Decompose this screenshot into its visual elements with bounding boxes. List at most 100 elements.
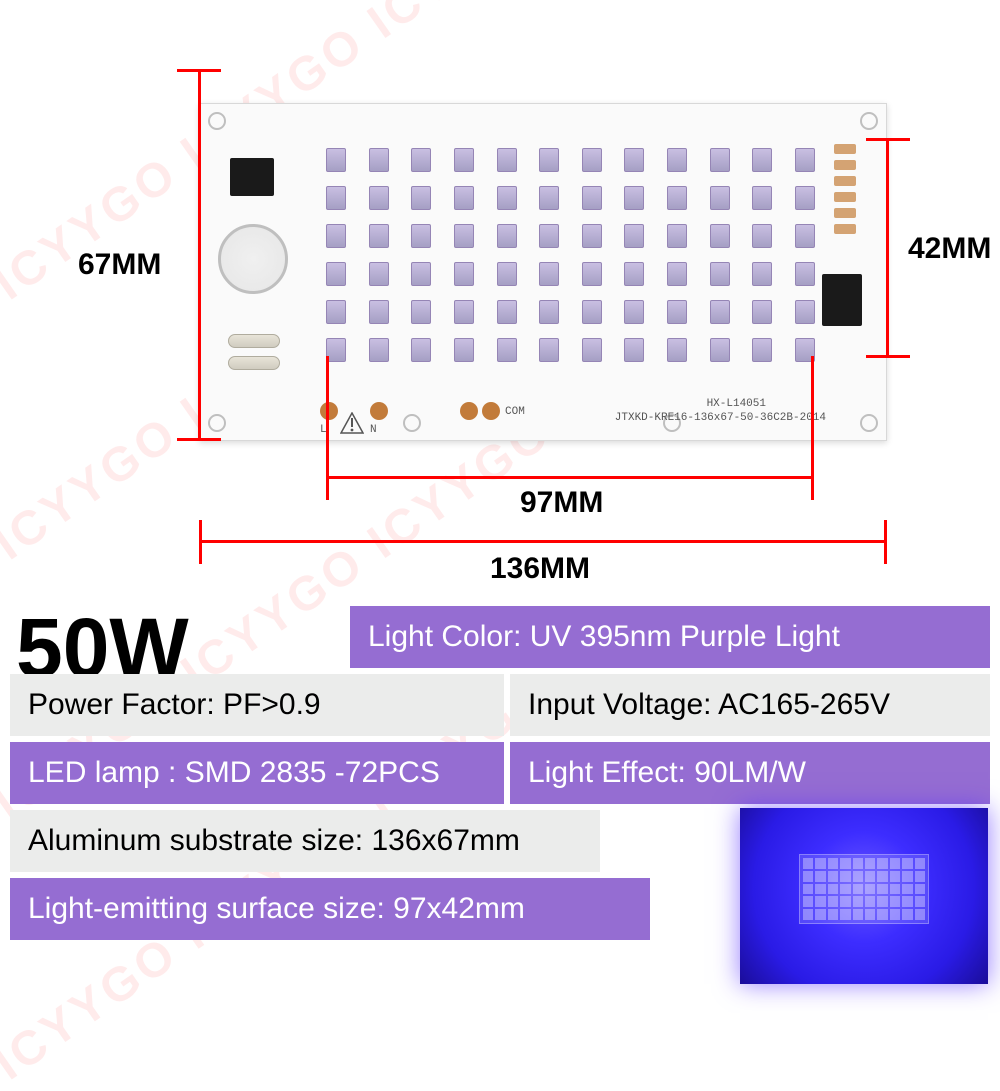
smd-led — [369, 148, 389, 172]
dim-cap — [884, 520, 887, 564]
smd-led — [411, 148, 431, 172]
smd-led — [795, 186, 815, 210]
silkscreen-1: HX-L14051 — [707, 398, 766, 410]
spec-emitting-size: Light-emitting surface size: 97x42mm — [10, 878, 650, 940]
smd-pad — [834, 192, 856, 202]
dim-label-136: 136MM — [490, 552, 590, 586]
smd-led — [369, 300, 389, 324]
smd-led — [795, 300, 815, 324]
smd-led — [326, 338, 346, 362]
dim-label-97: 97MM — [520, 486, 603, 520]
smd-led — [454, 300, 474, 324]
dim-line-97 — [326, 476, 814, 479]
smd-led — [497, 148, 517, 172]
smd-led — [411, 186, 431, 210]
dim-cap — [177, 438, 221, 441]
smd-led — [624, 186, 644, 210]
wattage: 50W — [10, 606, 350, 668]
resistor — [228, 334, 280, 348]
smd-pad — [834, 144, 856, 154]
diagram-area: L N COM HX-L14051 JTXKD-KRE16-136x67-50-… — [0, 0, 1000, 600]
dim-line-42 — [886, 138, 889, 358]
smd-led — [497, 186, 517, 210]
solder-pad — [370, 402, 388, 420]
uv-thumbnail — [740, 808, 988, 984]
spec-light-effect: Light Effect: 90LM/W — [510, 742, 990, 804]
smd-pad — [834, 208, 856, 218]
smd-led — [752, 186, 772, 210]
dim-label-67: 67MM — [78, 248, 161, 282]
smd-led — [710, 148, 730, 172]
smd-led — [539, 262, 559, 286]
uv-thumbnail-panel — [799, 854, 929, 924]
smd-led — [497, 300, 517, 324]
smd-led — [752, 300, 772, 324]
smd-led — [752, 148, 772, 172]
smd-led — [497, 338, 517, 362]
dim-line-67 — [198, 69, 201, 441]
smd-led — [454, 338, 474, 362]
pcb-board: L N COM HX-L14051 JTXKD-KRE16-136x67-50-… — [199, 103, 887, 441]
smd-led — [497, 224, 517, 248]
dim-cap — [199, 520, 202, 564]
com-label: COM — [505, 406, 525, 418]
smd-led — [369, 338, 389, 362]
mounting-hole — [403, 414, 421, 432]
smd-pad — [834, 224, 856, 234]
smd-led — [667, 300, 687, 324]
smd-led — [411, 300, 431, 324]
smd-led — [454, 262, 474, 286]
spec-input-voltage: Input Voltage: AC165-265V — [510, 674, 990, 736]
smd-led — [710, 338, 730, 362]
smd-led — [667, 186, 687, 210]
smd-led — [752, 224, 772, 248]
n-label: N — [370, 424, 377, 436]
smd-led — [411, 224, 431, 248]
spec-power-factor: Power Factor: PF>0.9 — [10, 674, 504, 736]
smd-led — [624, 224, 644, 248]
smd-led — [539, 300, 559, 324]
solder-pad — [482, 402, 500, 420]
smd-led — [326, 148, 346, 172]
solder-pad — [460, 402, 478, 420]
dim-cap — [866, 138, 910, 141]
smd-led — [539, 338, 559, 362]
silkscreen-2: JTXKD-KRE16-136x67-50-36C2B-2014 — [615, 412, 826, 424]
ic-chip — [822, 274, 862, 326]
smd-led — [326, 224, 346, 248]
spec-light-color: Light Color: UV 395nm Purple Light — [350, 606, 990, 668]
smd-led — [710, 186, 730, 210]
smd-led — [539, 186, 559, 210]
resistor — [228, 356, 280, 370]
smd-led — [497, 262, 517, 286]
smd-led — [710, 300, 730, 324]
smd-led — [624, 300, 644, 324]
smd-led — [411, 338, 431, 362]
smd-led — [539, 224, 559, 248]
mounting-hole — [208, 112, 226, 130]
mounting-hole — [208, 414, 226, 432]
smd-led — [710, 262, 730, 286]
smd-led — [624, 148, 644, 172]
spec-led-lamp: LED lamp : SMD 2835 -72PCS — [10, 742, 504, 804]
hazard-icon — [340, 412, 364, 434]
dim-cap — [866, 355, 910, 358]
dim-line-136 — [199, 540, 887, 543]
dim-cap — [177, 69, 221, 72]
smd-led — [326, 300, 346, 324]
mounting-hole — [860, 414, 878, 432]
smd-led — [582, 224, 602, 248]
smd-pad — [834, 176, 856, 186]
smd-led — [326, 262, 346, 286]
smd-led — [369, 186, 389, 210]
smd-led — [795, 262, 815, 286]
smd-led — [369, 262, 389, 286]
smd-led — [454, 148, 474, 172]
smd-led — [795, 148, 815, 172]
smd-led — [582, 300, 602, 324]
smd-led — [454, 186, 474, 210]
smd-led — [667, 148, 687, 172]
smd-led — [539, 148, 559, 172]
led-grid — [326, 148, 815, 360]
dim-cap — [811, 456, 814, 500]
